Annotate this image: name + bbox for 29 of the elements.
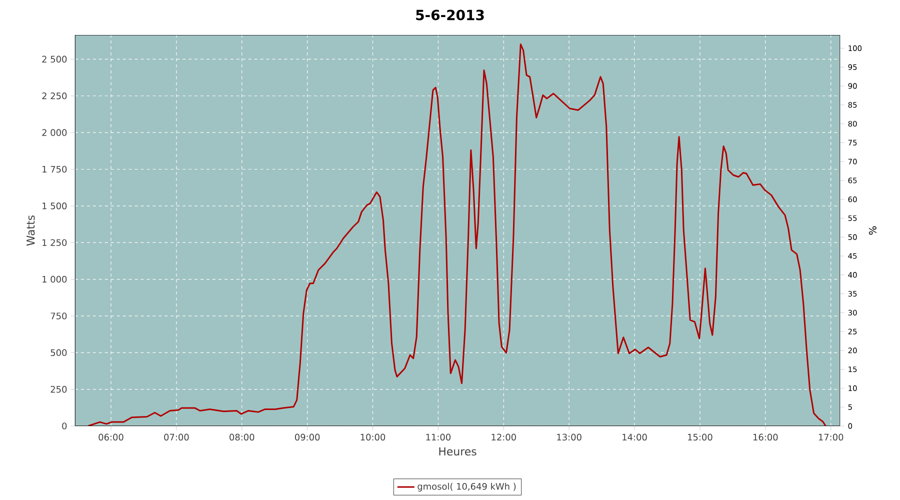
y-tick-label: 1 250 (42, 239, 67, 246)
x-tick-label: 15:00 (688, 434, 712, 441)
x-tick-label: 10:00 (360, 434, 386, 441)
y-tick-label: 250 (50, 386, 67, 393)
y-tick-label: 1 000 (42, 276, 67, 283)
x-tick-label: 08:00 (230, 434, 254, 441)
y-tick-label: 2 250 (42, 92, 67, 100)
y-tick-label: 2 500 (42, 56, 67, 63)
line-series (87, 43, 826, 426)
y2-axis-title: % (868, 226, 876, 235)
x-tick-label: 17:00 (818, 434, 844, 441)
y-tick-label: 2 000 (42, 129, 67, 136)
x-tick-label: 14:00 (622, 434, 647, 441)
legend-label: gmosol( 10,649 kWh ) (418, 482, 516, 492)
x-axis-title: Heures (439, 447, 476, 456)
chart-title: 5-6-2013 (416, 10, 484, 20)
y-axis-title: Watts (26, 215, 35, 246)
x-tick-label: 06:00 (98, 434, 124, 441)
x-tick-label: 11:00 (426, 434, 451, 441)
y-tick-label: 1 500 (42, 202, 67, 210)
y-tick-label: 500 (50, 349, 67, 356)
y-tick-label: 0 (62, 422, 67, 430)
x-tick-label: 07:00 (164, 434, 189, 441)
x-tick-label: 13:00 (557, 434, 582, 441)
x-tick-label: 16:00 (753, 434, 778, 441)
x-tick-label: 09:00 (294, 434, 320, 441)
x-tick-label: 12:00 (492, 434, 516, 441)
y-tick-label: 750 (50, 312, 67, 320)
y-tick-label: 1 750 (42, 166, 67, 173)
